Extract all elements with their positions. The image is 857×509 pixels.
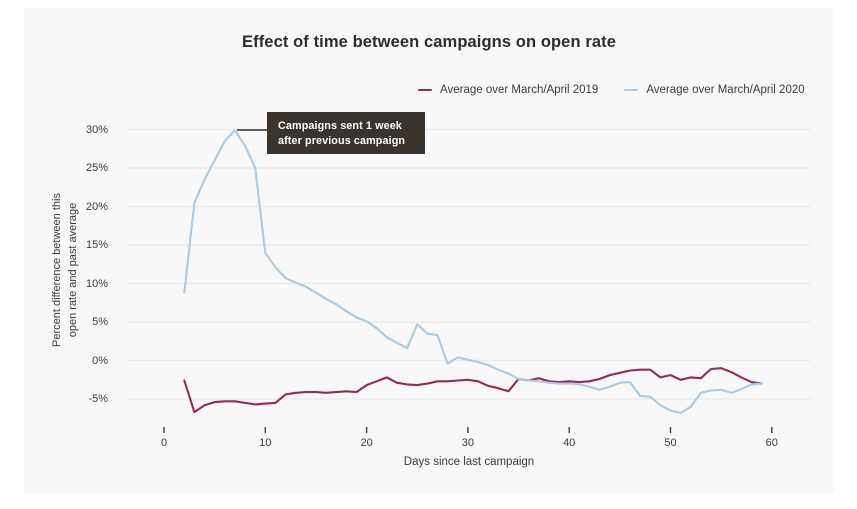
x-tick-label: 20 — [360, 437, 373, 449]
chart-title: Effect of time between campaigns on open… — [242, 33, 616, 51]
y-tick-label: 15% — [85, 239, 108, 251]
gridlines — [128, 128, 810, 400]
legend: Average over March/April 2019 Average ove… — [418, 83, 805, 97]
legend-label: Average over March/April 2020 — [646, 84, 805, 96]
y-tick-label: 20% — [85, 200, 108, 213]
series-line — [183, 129, 763, 414]
series-line — [183, 367, 763, 414]
y-axis-title-line2: open rate and past average — [67, 202, 79, 338]
legend-swatch — [624, 88, 639, 92]
y-tick-label: -5% — [88, 393, 108, 405]
x-tick-label: 60 — [765, 437, 778, 449]
annotation-line1: Campaigns sent 1 week — [278, 120, 402, 132]
y-tick-label: 30% — [85, 123, 108, 136]
line-series — [183, 129, 763, 414]
x-axis-title: Days since last campaign — [403, 456, 535, 468]
legend-swatch — [418, 88, 432, 92]
y-axis-title-line1: Percent difference between this — [51, 193, 64, 347]
x-axis-tick-marks — [163, 427, 773, 433]
annotation-line2: after previous campaign — [278, 135, 406, 148]
x-tick-label: 40 — [563, 437, 576, 449]
y-tick-label: 5% — [92, 316, 108, 328]
y-tick-label: 25% — [85, 162, 108, 174]
legend-label: Average over March/April 2019 — [440, 84, 599, 96]
annotation-box: Campaigns sent 1 week after previous cam… — [267, 112, 425, 154]
y-tick-label: 0% — [92, 354, 108, 367]
y-tick-label: 10% — [85, 277, 108, 290]
legend-item: Average over March/April 2020 — [624, 84, 805, 96]
x-tick-label: 50 — [664, 437, 677, 449]
x-tick-label: 10 — [259, 437, 272, 449]
y-axis-title: Percent difference between this open rat… — [50, 193, 82, 347]
legend-item: Average over March/April 2019 — [418, 84, 598, 96]
x-tick-label: 0 — [160, 437, 168, 449]
x-tick-label: 30 — [461, 437, 475, 449]
